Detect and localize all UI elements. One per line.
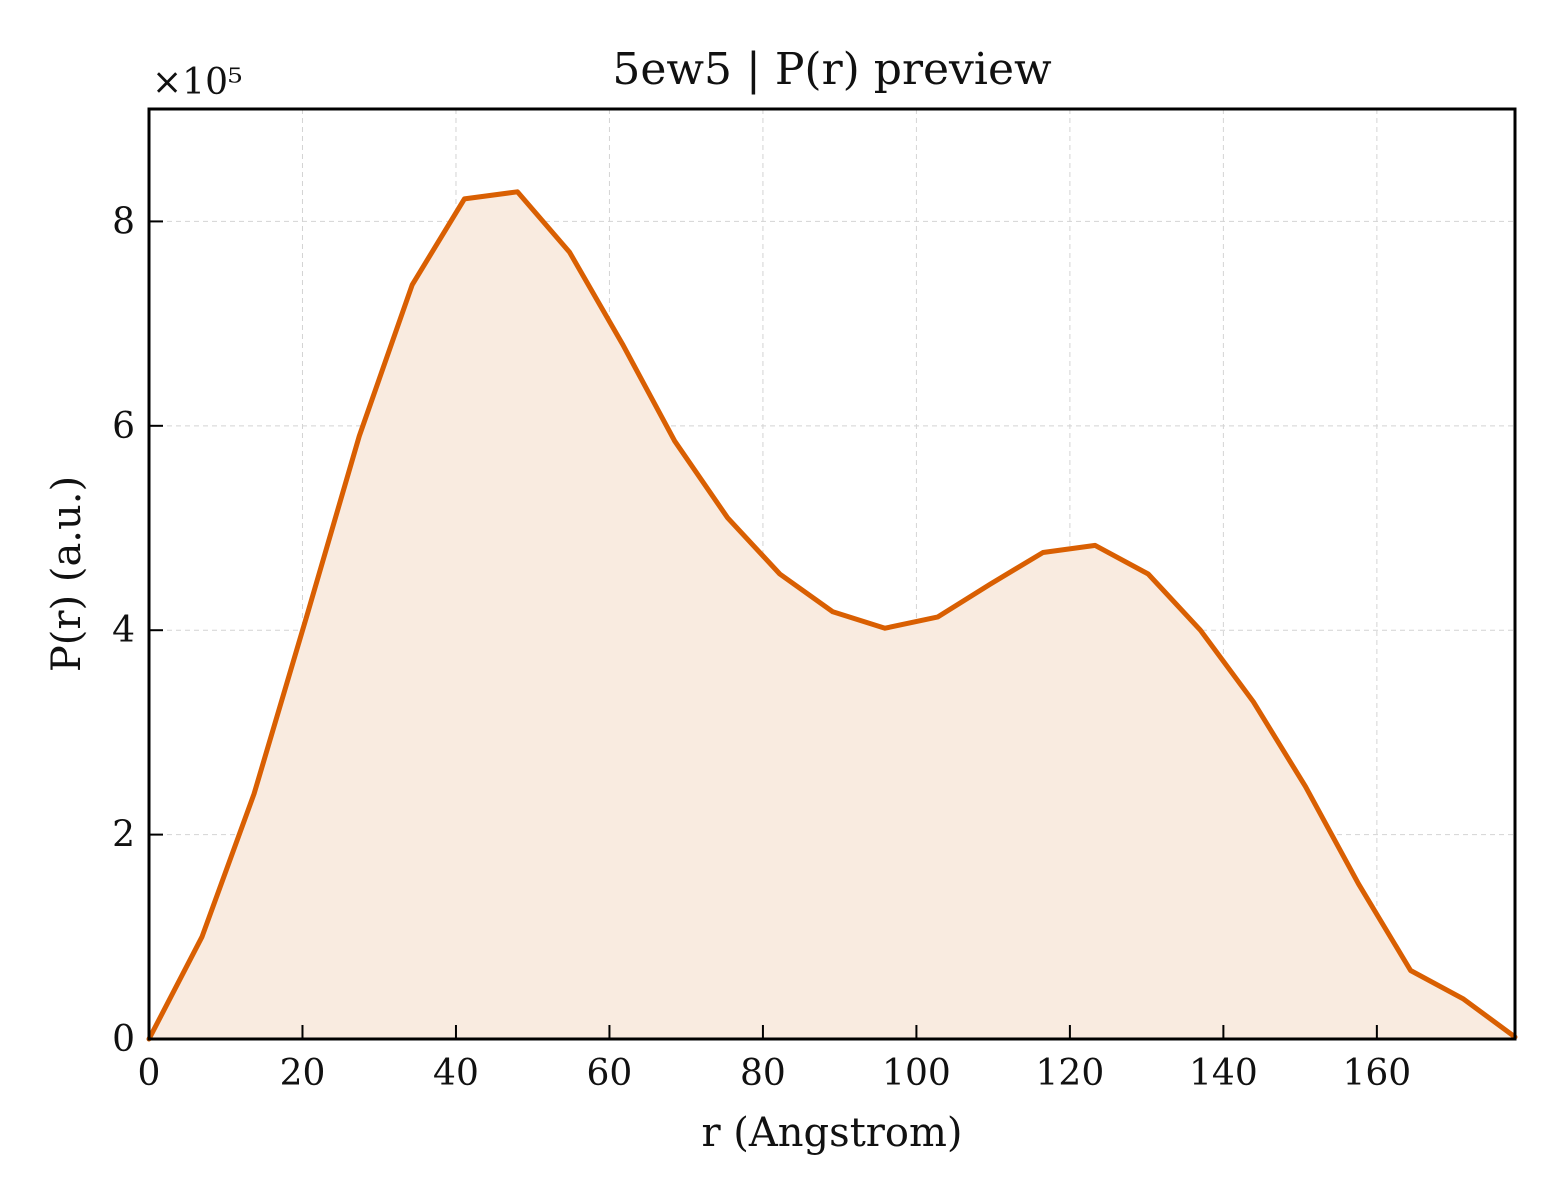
data-point bbox=[832, 611, 834, 613]
data-point bbox=[201, 936, 203, 938]
x-axis-label: r (Angstrom) bbox=[701, 1110, 962, 1156]
x-tick-label: 40 bbox=[433, 1053, 479, 1094]
x-tick-label: 0 bbox=[138, 1053, 161, 1094]
plot-frame bbox=[147, 107, 1517, 1041]
x-tick-label: 120 bbox=[1036, 1053, 1105, 1094]
data-point bbox=[727, 517, 729, 519]
y-tick-label: 6 bbox=[112, 406, 135, 447]
data-point bbox=[1463, 998, 1465, 1000]
x-tick-label: 80 bbox=[740, 1053, 786, 1094]
data-point bbox=[989, 583, 991, 585]
data-point bbox=[1252, 701, 1254, 703]
data-point bbox=[779, 573, 781, 575]
data-point bbox=[1147, 573, 1149, 575]
data-point bbox=[621, 343, 623, 345]
data-point bbox=[1042, 552, 1044, 554]
y-tick-label: 8 bbox=[112, 201, 135, 242]
axis-ticks: 0 20 40 60 80 100 120 140 160 0 2 4 6 8 bbox=[112, 201, 1411, 1094]
y-tick-label: 0 bbox=[112, 1019, 135, 1060]
data-point bbox=[253, 793, 255, 795]
y-axis-multiplier: ×10⁵ bbox=[152, 62, 242, 103]
x-tick-label: 20 bbox=[280, 1053, 326, 1094]
x-tick-label: 160 bbox=[1343, 1053, 1412, 1094]
data-point bbox=[569, 251, 571, 253]
data-point bbox=[306, 614, 308, 616]
data-layer bbox=[146, 189, 1518, 1042]
data-point bbox=[1304, 786, 1306, 788]
data-point bbox=[516, 191, 518, 193]
y-axis-label: P(r) (a.u.) bbox=[44, 476, 90, 672]
data-point bbox=[1199, 629, 1201, 631]
x-tick-label: 60 bbox=[587, 1053, 633, 1094]
chart-title: 5ew5 | P(r) preview bbox=[612, 44, 1052, 95]
data-point bbox=[1410, 970, 1412, 972]
data-point bbox=[463, 198, 465, 200]
y-tick-label: 2 bbox=[112, 815, 135, 856]
data-point bbox=[358, 435, 360, 437]
data-point bbox=[1094, 544, 1096, 546]
x-tick-label: 140 bbox=[1189, 1053, 1258, 1094]
data-point bbox=[937, 616, 939, 618]
data-point bbox=[674, 440, 676, 442]
series-area-fill bbox=[149, 191, 1515, 1040]
data-point bbox=[884, 627, 886, 629]
data-point bbox=[1357, 883, 1359, 885]
y-tick-label: 4 bbox=[112, 610, 135, 651]
data-point bbox=[411, 284, 413, 286]
x-tick-label: 100 bbox=[882, 1053, 951, 1094]
